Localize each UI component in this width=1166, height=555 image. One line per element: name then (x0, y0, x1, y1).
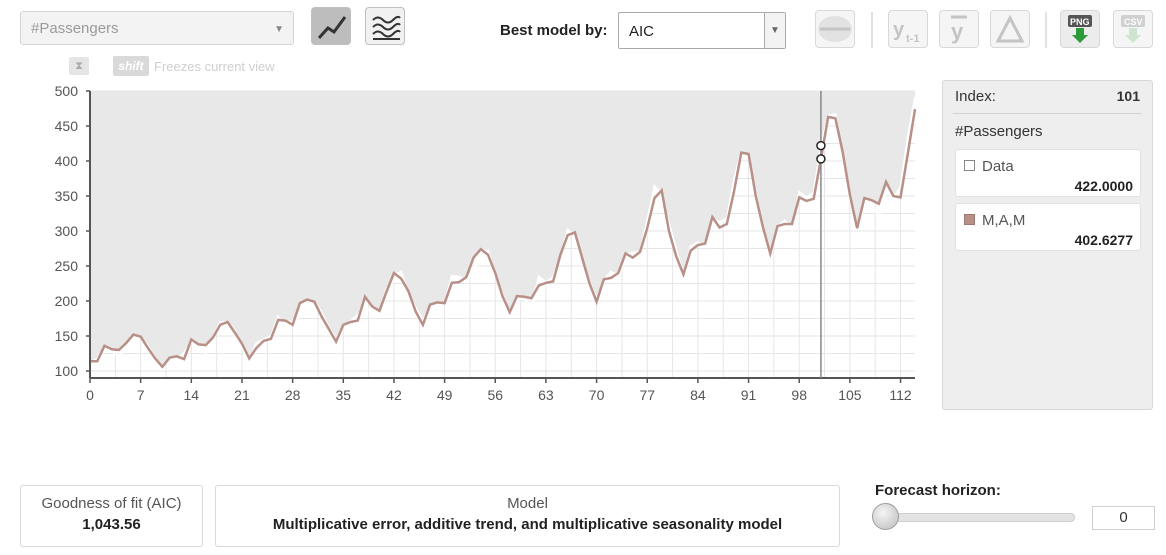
y-tick-label: 500 (55, 83, 79, 99)
data-value-card: Data 422.0000 (955, 149, 1141, 197)
model-series-line (90, 109, 917, 369)
csv-export-icon: CSV (1121, 15, 1145, 43)
chevron-down-icon: ▼ (274, 24, 284, 35)
lag-icon: y t-1 (893, 19, 919, 45)
data-entry-value: 422.0000 (1074, 178, 1133, 194)
csv-export-button[interactable]: CSV (1113, 10, 1153, 48)
hourglass-icon[interactable]: ⧗ (69, 57, 89, 75)
y-tick-label: 400 (55, 153, 79, 169)
x-tick-label: 63 (538, 387, 554, 403)
series-select[interactable]: #Passengers ▼ (20, 11, 294, 45)
hover-info-panel: Index: 101 #Passengers Data 422.0000 M,A… (942, 80, 1153, 410)
line-chart-button[interactable] (311, 7, 351, 45)
chart-axes: 100 150 200 250 300 350 400 450 500 0 7 14 21 28 35 42 4… (55, 83, 915, 403)
toolbar-divider (871, 12, 873, 48)
line-chart-icon (317, 16, 347, 40)
x-tick-label: 28 (285, 387, 301, 403)
x-tick-label: 77 (639, 387, 655, 403)
svg-text:t-1: t-1 (906, 33, 919, 45)
png-export-button[interactable]: PNG (1060, 10, 1100, 48)
chevron-down-icon: ▼ (770, 25, 780, 36)
y-tick-label: 300 (55, 223, 79, 239)
smooth-button[interactable] (815, 10, 855, 48)
x-tick-label: 14 (184, 387, 200, 403)
panel-divider (953, 113, 1142, 114)
data-entry-name: Data (982, 158, 1014, 175)
y-tick-label: 200 (55, 293, 79, 309)
forecast-horizon-input[interactable]: 0 (1092, 506, 1155, 530)
x-tick-label: 49 (437, 387, 453, 403)
data-swatch (964, 160, 975, 171)
forecast-horizon-slider-track[interactable] (885, 513, 1075, 522)
model-entry-name: M,A,M (982, 212, 1026, 229)
x-tick-label: 112 (889, 387, 912, 403)
x-tick-label: 98 (791, 387, 807, 403)
y-tick-label: 450 (55, 118, 79, 134)
model-description-box: Model Multiplicative error, additive tre… (215, 485, 840, 547)
png-export-icon: PNG (1068, 15, 1092, 43)
x-tick-label: 0 (86, 387, 94, 403)
x-tick-label: 70 (589, 387, 605, 403)
x-tick-label: 105 (838, 387, 862, 403)
mean-icon: y (951, 15, 967, 44)
difference-button[interactable] (990, 10, 1030, 48)
model-label: Model (507, 495, 548, 512)
svg-text:y: y (893, 19, 905, 41)
gof-label: Goodness of fit (AIC) (41, 495, 182, 512)
toolbar-divider (1045, 12, 1047, 48)
x-tick-label: 91 (741, 387, 757, 403)
multi-line-chart-button[interactable] (365, 7, 405, 45)
chart-cursor (816, 91, 826, 378)
y-tick-label: 100 (55, 363, 79, 379)
y-tick-label: 250 (55, 258, 79, 274)
x-tick-label: 84 (690, 387, 706, 403)
forecast-horizon-slider-handle[interactable] (872, 503, 899, 530)
y-tick-label: 350 (55, 188, 79, 204)
svg-text:y: y (951, 19, 964, 44)
multi-line-chart-icon (372, 15, 401, 40)
passengers-chart[interactable]: 100 150 200 250 300 350 400 450 500 0 7 14 21 28 35 42 4… (0, 0, 930, 420)
smooth-icon (818, 16, 852, 42)
mean-button[interactable]: y (939, 10, 979, 48)
forecast-horizon-label: Forecast horizon: (875, 482, 1001, 499)
panel-series-title: #Passengers (955, 123, 1043, 140)
index-value: 101 (1116, 88, 1140, 104)
svg-text:PNG: PNG (1070, 17, 1090, 27)
cursor-point-model (816, 154, 826, 164)
series-select-value: #Passengers (31, 20, 119, 37)
shift-key-badge: shift (113, 56, 149, 76)
gof-value: 1,043.56 (82, 516, 141, 533)
difference-icon (995, 14, 1025, 43)
freeze-hint-text: Freezes current view (154, 59, 275, 74)
model-swatch (964, 214, 975, 225)
cursor-point-data (816, 140, 826, 151)
best-model-select[interactable]: AIC ▼ (618, 12, 786, 49)
svg-text:CSV: CSV (1124, 17, 1143, 27)
best-model-label: Best model by: (500, 22, 608, 39)
lag-button[interactable]: y t-1 (888, 10, 928, 48)
model-value-card: M,A,M 402.6277 (955, 203, 1141, 251)
x-tick-label: 42 (386, 387, 402, 403)
x-tick-label: 35 (336, 387, 352, 403)
chart-fill-area (90, 91, 915, 367)
x-tick-label: 21 (234, 387, 250, 403)
goodness-of-fit-box: Goodness of fit (AIC) 1,043.56 (20, 485, 203, 547)
model-entry-value: 402.6277 (1074, 232, 1133, 248)
x-tick-label: 56 (487, 387, 503, 403)
x-tick-label: 7 (137, 387, 145, 403)
best-model-value: AIC (629, 23, 655, 40)
index-label: Index: (955, 88, 996, 105)
model-description: Multiplicative error, additive trend, an… (272, 516, 783, 533)
y-tick-label: 150 (55, 328, 79, 344)
